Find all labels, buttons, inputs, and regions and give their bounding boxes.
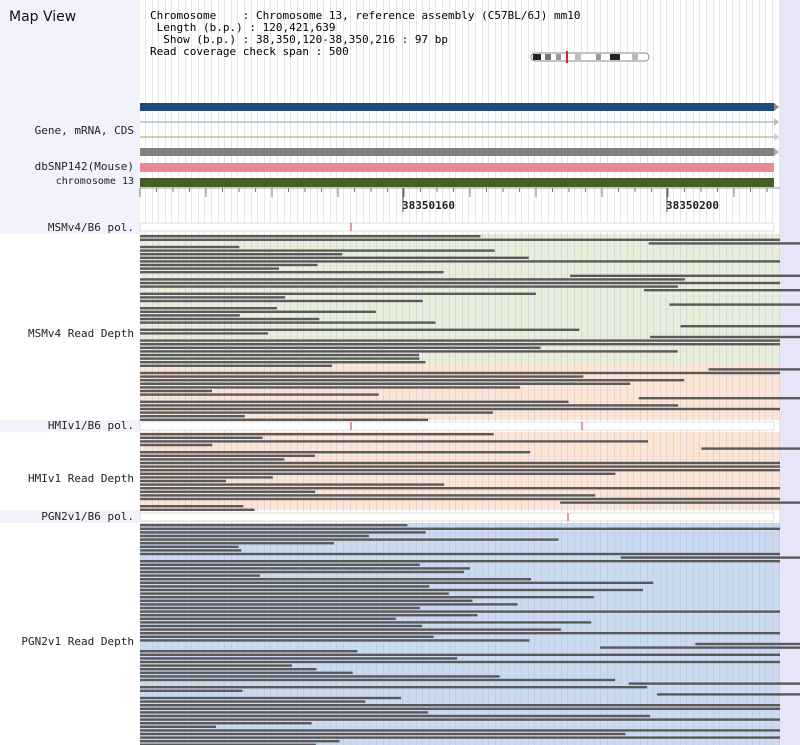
track-label-chromosome: chromosome 13 [55, 176, 134, 187]
track-label-gene: Gene, mRNA, CDS [34, 124, 134, 137]
show-value: 38,350,120-38,350,216 : 97 bp [255, 33, 449, 46]
track-label-pgn-pol: PGN2v1/B6 pol. [41, 510, 134, 523]
track-label-hmi-pol: HMIv1/B6 pol. [47, 419, 134, 432]
chromosome-label: Chromosome [150, 9, 217, 22]
axis-tick-label-1: 38350160 [402, 199, 455, 212]
msm-read-pileup [140, 235, 800, 421]
track-label-pgn-depth: PGN2v1 Read Depth [21, 635, 134, 648]
track-label-msm-pol: MSMv4/B6 pol. [47, 221, 134, 234]
axis-tick-label-2: 38350200 [666, 199, 719, 212]
hmi-read-pileup [140, 433, 800, 511]
length-value: 120,421,639 [262, 21, 336, 34]
gray-track-bar[interactable] [140, 148, 774, 156]
track-label-hmi-depth: HMIv1 Read Depth [28, 472, 134, 485]
assembly-info: Chromosome : Chromosome 13, reference as… [150, 9, 581, 58]
length-label: Length (b.p.) [156, 21, 243, 34]
gene-bar[interactable] [140, 103, 774, 111]
chromosome-ideogram[interactable] [530, 51, 650, 63]
show-label: Show (b.p.) [163, 33, 237, 46]
coverage-value: 500 [328, 45, 349, 58]
position-axis [139, 187, 780, 212]
coverage-label: Read coverage check span [150, 45, 309, 58]
track-label-msm-depth: MSMv4 Read Depth [28, 327, 134, 340]
chromosome-value: Chromosome 13, reference assembly (C57BL… [255, 9, 581, 22]
snp-bar[interactable] [140, 163, 774, 172]
page-title: Map View [9, 9, 77, 25]
chromosome-bar[interactable] [140, 178, 774, 187]
track-label-dbsnp: dbSNP142(Mouse) [34, 160, 134, 173]
pgn-read-pileup [140, 524, 800, 745]
